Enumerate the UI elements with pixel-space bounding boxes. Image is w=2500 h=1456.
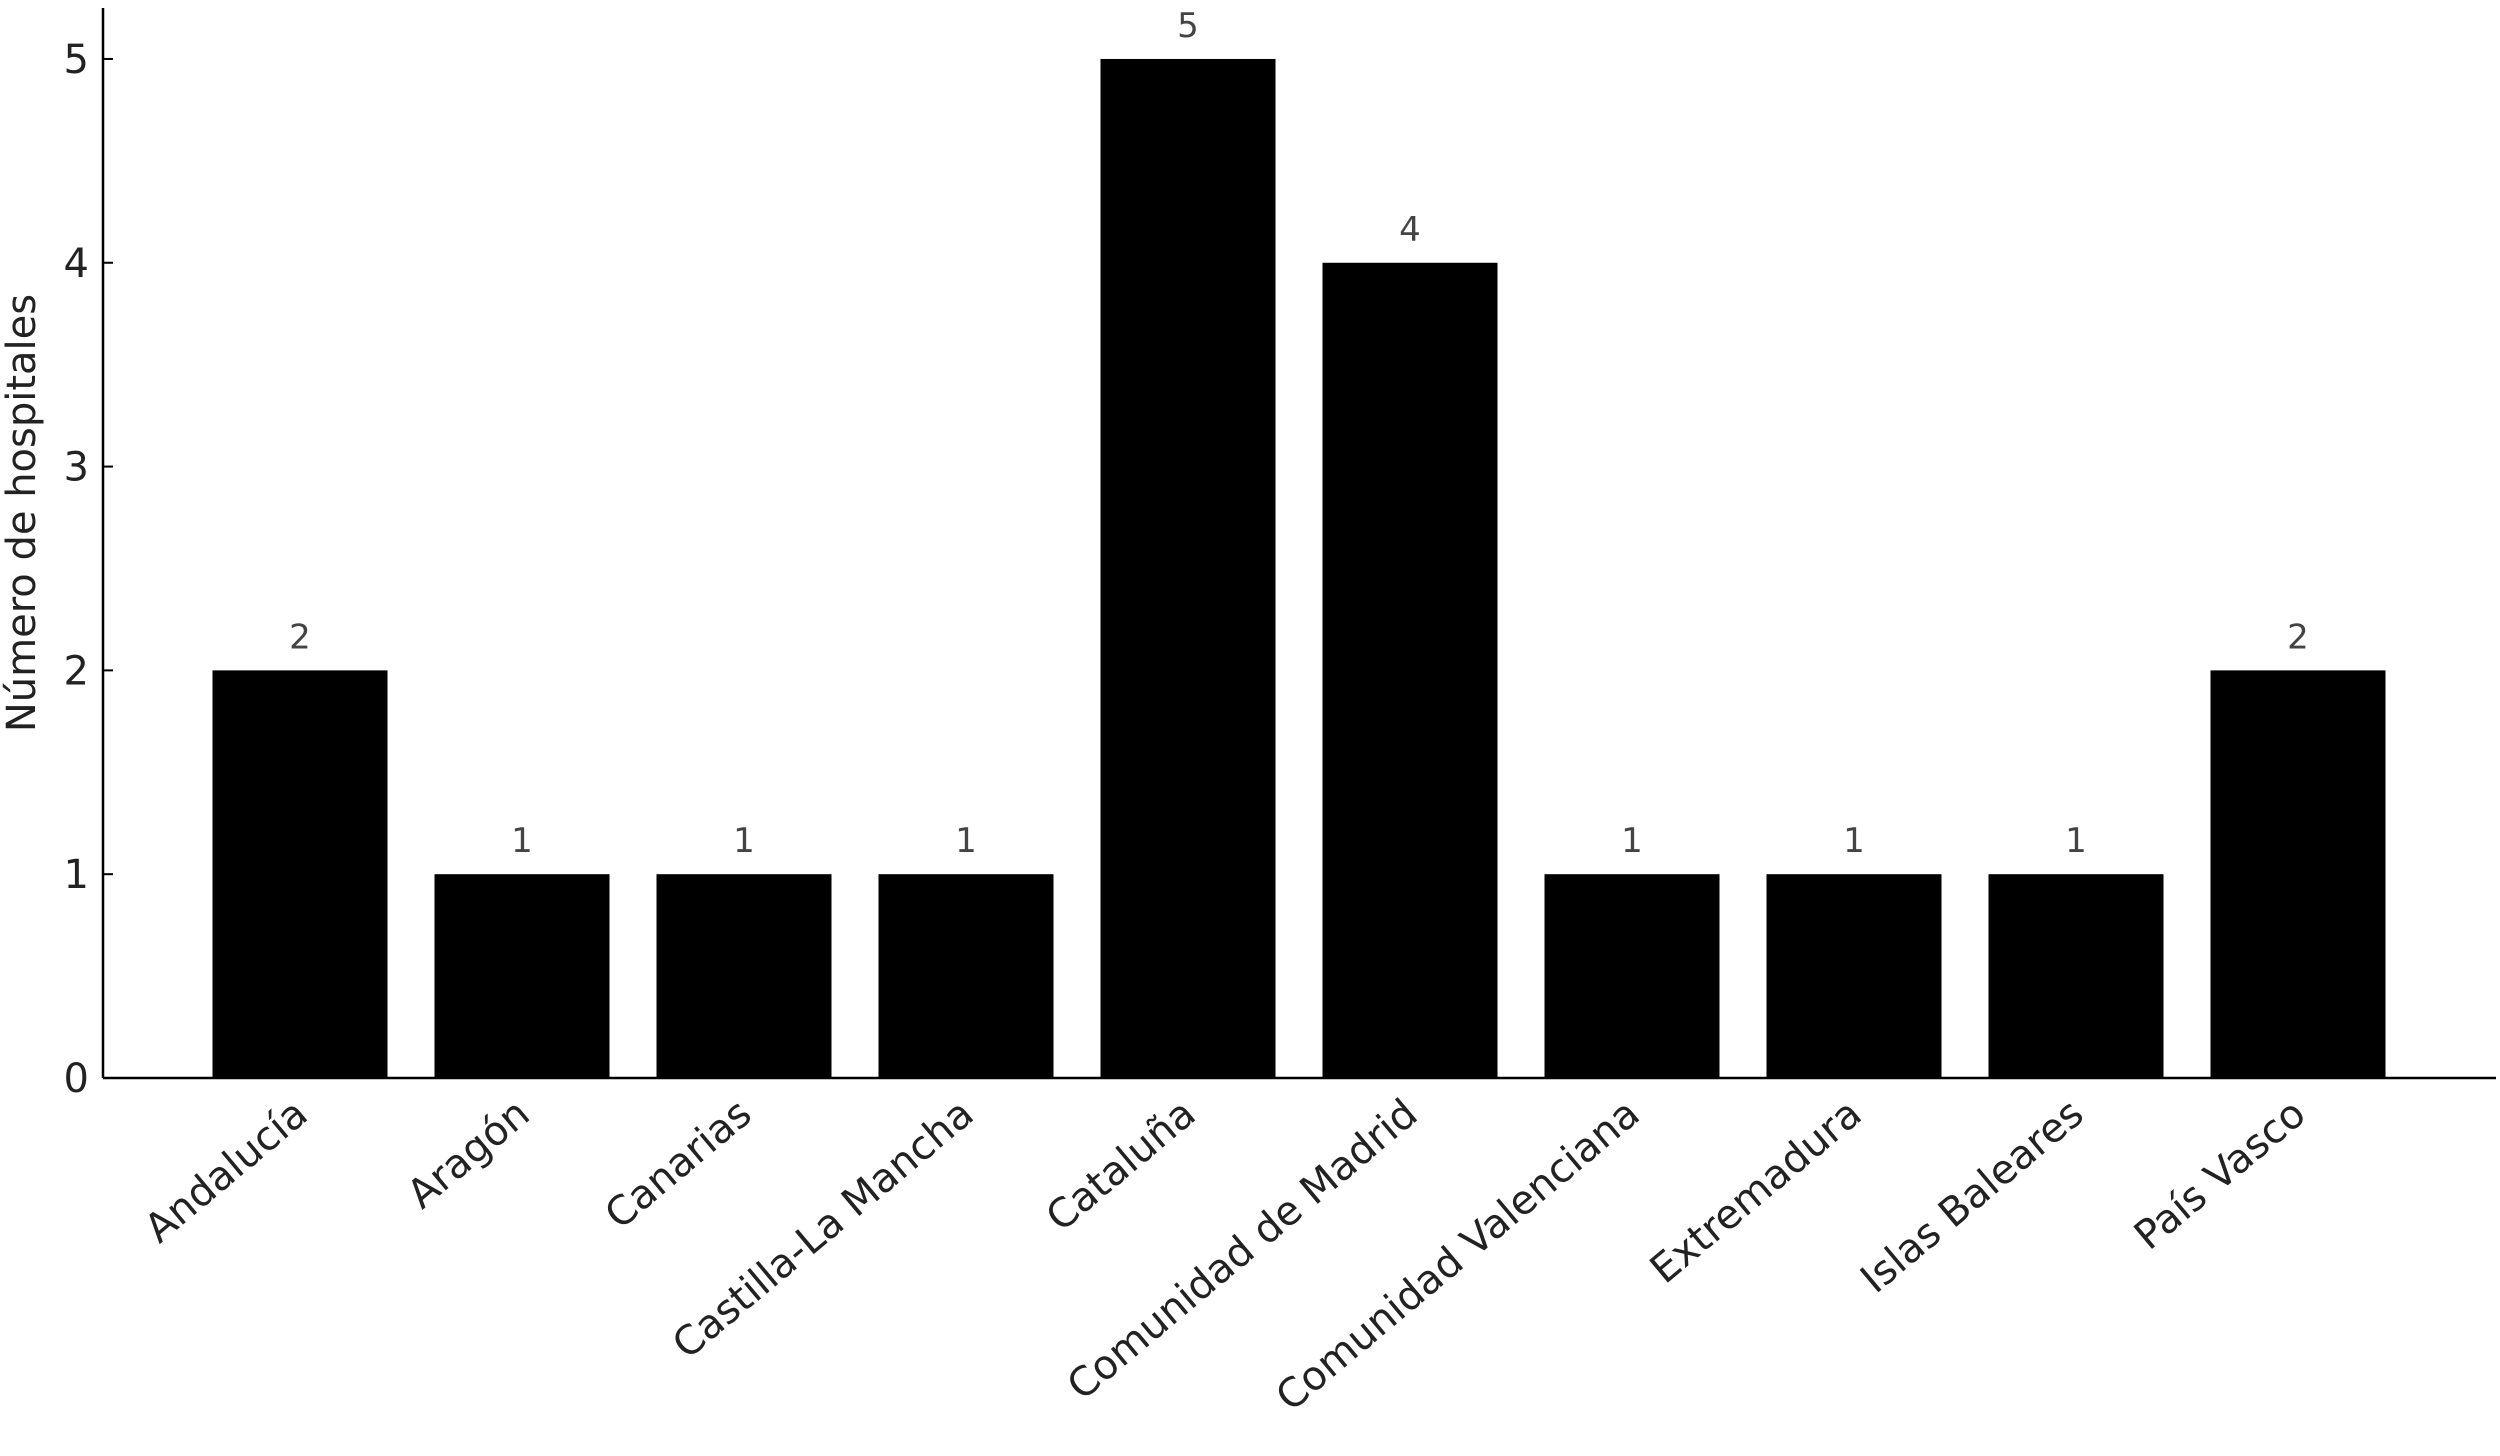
data-label-4: 5 bbox=[1177, 6, 1199, 46]
data-labels-group: 2 1 1 1 5 4 1 1 1 2 bbox=[289, 6, 2309, 861]
bar-9 bbox=[2210, 670, 2386, 1078]
x-tick-label-6: Comunidad Valenciana bbox=[1268, 1090, 1649, 1420]
bar-3 bbox=[878, 874, 1054, 1078]
data-label-1: 1 bbox=[511, 821, 533, 861]
y-tick-label-2: 2 bbox=[64, 648, 89, 694]
bars-group bbox=[212, 58, 2386, 1078]
data-label-2: 1 bbox=[733, 821, 755, 861]
data-label-8: 1 bbox=[2065, 821, 2087, 861]
data-label-7: 1 bbox=[1843, 821, 1865, 861]
data-label-9: 2 bbox=[2287, 617, 2309, 657]
x-tick-label-8: Islas Baleares bbox=[1852, 1090, 2092, 1302]
bar-2 bbox=[656, 874, 832, 1078]
x-tick-label-1: Aragón bbox=[399, 1090, 539, 1218]
y-tick-label-3: 3 bbox=[64, 445, 89, 491]
data-label-0: 2 bbox=[289, 617, 311, 657]
data-label-5: 4 bbox=[1399, 210, 1421, 250]
y-axis-title: Número de hospitales bbox=[0, 294, 45, 732]
bar-6 bbox=[1544, 874, 1720, 1078]
bar-1 bbox=[434, 874, 610, 1078]
x-tick-label-5: Comunidad de Madrid bbox=[1059, 1090, 1427, 1409]
x-tick-label-4: Cataluña bbox=[1038, 1090, 1205, 1240]
x-tick-label-0: Andalucía bbox=[136, 1090, 316, 1252]
bar-0 bbox=[212, 670, 388, 1078]
y-ticks-group: 0 1 2 3 4 5 bbox=[64, 37, 113, 1102]
bar-5 bbox=[1322, 262, 1498, 1078]
bar-8 bbox=[1988, 874, 2164, 1078]
data-label-6: 1 bbox=[1621, 821, 1643, 861]
y-tick-label-4: 4 bbox=[64, 241, 89, 287]
y-tick-label-5: 5 bbox=[64, 37, 89, 83]
x-tick-label-7: Extremadura bbox=[1642, 1090, 1871, 1292]
y-tick-label-1: 1 bbox=[64, 852, 89, 898]
x-tick-label-2: Canarias bbox=[597, 1090, 761, 1238]
x-tick-label-9: País Vasco bbox=[2126, 1090, 2315, 1259]
bar-4 bbox=[1100, 58, 1276, 1078]
bar-7 bbox=[1766, 874, 1942, 1078]
data-label-3: 1 bbox=[955, 821, 977, 861]
y-tick-label-0: 0 bbox=[64, 1056, 89, 1102]
